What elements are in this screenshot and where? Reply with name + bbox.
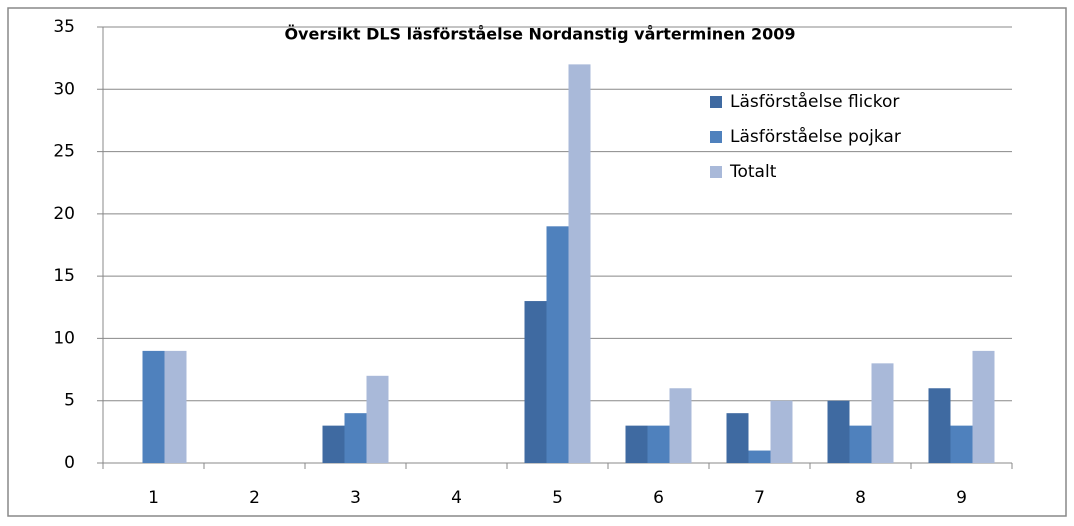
- bar: [871, 363, 894, 463]
- x-tick-label: 4: [451, 488, 462, 508]
- legend-label: Totalt: [729, 162, 777, 182]
- legend-label: Läsförståelse pojkar: [730, 126, 901, 147]
- bar: [748, 450, 771, 463]
- legend-swatch: [710, 131, 722, 143]
- x-tick-label: 6: [653, 488, 664, 508]
- legend-swatch: [710, 96, 722, 108]
- chart-title: Översikt DLS läsförståelse Nordanstig vå…: [284, 25, 795, 44]
- bar: [344, 413, 367, 463]
- x-tick-label: 2: [249, 488, 260, 508]
- y-tick-label: 15: [53, 266, 75, 286]
- x-tick-label: 1: [148, 488, 159, 508]
- x-tick-label: 7: [754, 488, 765, 508]
- bar: [164, 350, 187, 463]
- x-tick-label: 9: [956, 488, 967, 508]
- legend-swatch: [710, 166, 722, 178]
- x-tick-label: 8: [855, 488, 866, 508]
- y-tick-label: 25: [53, 142, 75, 162]
- bar: [827, 400, 850, 463]
- x-tick-label: 3: [350, 488, 361, 508]
- y-tick-label: 35: [53, 17, 75, 37]
- y-tick-label: 10: [53, 328, 75, 348]
- y-tick-label: 20: [53, 204, 75, 224]
- bar: [647, 425, 670, 463]
- bar: [972, 350, 995, 463]
- bar: [625, 425, 648, 463]
- bar: [928, 388, 951, 463]
- bar: [366, 375, 389, 463]
- legend-label: Läsförståelse flickor: [730, 91, 899, 112]
- bar: [669, 388, 692, 463]
- y-tick-label: 5: [64, 391, 75, 411]
- bar: [322, 425, 345, 463]
- bar: [142, 350, 165, 463]
- bar: [849, 425, 872, 463]
- y-tick-label: 30: [53, 79, 75, 99]
- bar: [950, 425, 973, 463]
- y-tick-label: 0: [64, 453, 75, 473]
- bar: [524, 301, 547, 463]
- bar: [568, 64, 591, 463]
- x-tick-label: 5: [552, 488, 563, 508]
- bar: [726, 413, 749, 463]
- bar: [770, 400, 793, 463]
- bar: [546, 226, 569, 463]
